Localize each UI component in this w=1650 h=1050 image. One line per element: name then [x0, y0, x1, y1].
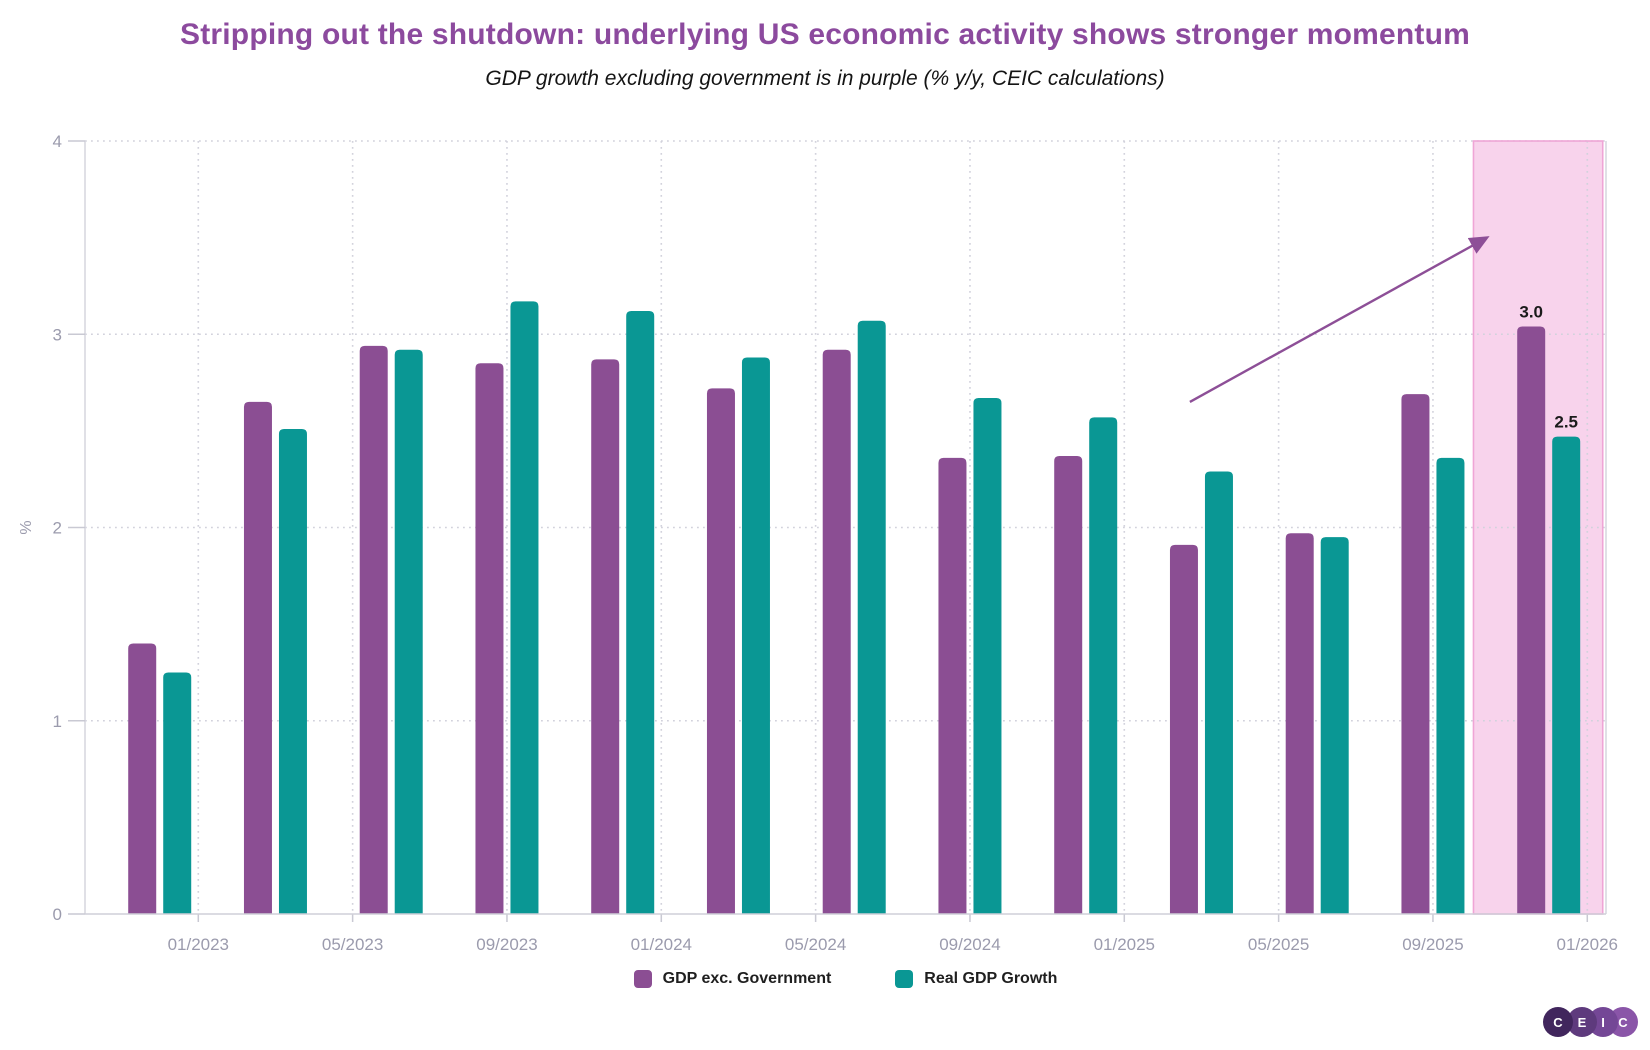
bar-real-gdp-growth-2023-q2[interactable] — [394, 349, 423, 915]
bar-gdp-exc-government-2023-q1[interactable] — [243, 401, 272, 914]
bar-real-gdp-growth-2025-q1[interactable] — [1204, 471, 1233, 914]
x-tick-label: 01/2023 — [168, 935, 229, 954]
legend-swatch-real-gdp-growth — [895, 970, 914, 988]
x-tick-label: 05/2025 — [1248, 935, 1309, 954]
page-subtitle: GDP growth excluding government is in pu… — [485, 67, 1165, 90]
x-tick-label: 05/2023 — [322, 935, 383, 954]
legend: GDP exc. Government Real GDP Growth — [85, 970, 1606, 988]
bar-gdp-exc-government-2023-q4[interactable] — [591, 359, 620, 914]
bar-real-gdp-growth-2024-q1[interactable] — [741, 357, 770, 914]
bar-gdp-exc-government-2023-q3[interactable] — [475, 363, 504, 914]
bar-gdp-exc-government-2024-q2[interactable] — [822, 349, 851, 915]
y-axis-title: % — [18, 520, 35, 534]
bar-real-gdp-growth-2024-q2[interactable] — [857, 320, 886, 914]
bar-gdp-exc-government-2025-q3[interactable] — [1401, 394, 1430, 915]
bar-gdp-exc-government-2023-q2[interactable] — [359, 345, 388, 915]
bar-real-gdp-growth-2024-q3[interactable] — [973, 398, 1002, 915]
bar-gdp-exc-government-2025-q1[interactable] — [1169, 544, 1198, 914]
x-tick-label: 01/2026 — [1557, 935, 1618, 954]
bar-real-gdp-growth-2022-q4[interactable] — [163, 672, 192, 914]
bar-real-gdp-growth-2025-q4[interactable] — [1552, 436, 1581, 914]
x-tick-label: 05/2024 — [785, 935, 846, 954]
page-title: Stripping out the shutdown: underlying U… — [179, 18, 1471, 51]
ceic-logo-circle: C — [1543, 1007, 1573, 1037]
bar-value-label: 3.0 — [1519, 303, 1543, 322]
legend-label: Real GDP Growth — [924, 970, 1058, 987]
x-tick-label: 09/2023 — [476, 935, 537, 954]
legend-label: GDP exc. Government — [662, 970, 832, 987]
x-tick-label: 01/2024 — [631, 935, 692, 954]
y-tick-label: 4 — [53, 132, 62, 151]
bar-real-gdp-growth-2023-q3[interactable] — [510, 301, 539, 915]
y-tick-label: 3 — [53, 325, 62, 344]
bar-real-gdp-growth-2023-q4[interactable] — [626, 311, 655, 914]
bar-gdp-exc-government-2024-q4[interactable] — [1054, 455, 1083, 914]
x-tick-label: 01/2025 — [1094, 935, 1155, 954]
bar-gdp-exc-government-2025-q4[interactable] — [1517, 326, 1546, 914]
y-tick-label: 2 — [53, 519, 62, 538]
bar-gdp-exc-government-2024-q3[interactable] — [938, 457, 967, 914]
y-tick-label: 0 — [53, 905, 62, 924]
legend-item-real-gdp-growth[interactable]: Real GDP Growth — [895, 970, 1057, 988]
bar-real-gdp-growth-2025-q3[interactable] — [1436, 457, 1465, 914]
bar-gdp-exc-government-2025-q2[interactable] — [1285, 533, 1314, 914]
bar-real-gdp-growth-2024-q4[interactable] — [1089, 417, 1118, 914]
y-tick-label: 1 — [53, 712, 62, 731]
bar-gdp-exc-government-2022-q4[interactable] — [128, 643, 157, 914]
annotation-arrow — [1189, 236, 1490, 403]
x-tick-label: 09/2024 — [939, 935, 1000, 954]
bar-real-gdp-growth-2023-q1[interactable] — [278, 428, 307, 914]
legend-swatch-gdp-exc-government — [633, 970, 652, 988]
bar-gdp-exc-government-2024-q1[interactable] — [706, 388, 735, 914]
legend-item-gdp-exc-government[interactable]: GDP exc. Government — [633, 970, 832, 988]
x-tick-label: 09/2025 — [1402, 935, 1463, 954]
bar-real-gdp-growth-2025-q2[interactable] — [1320, 537, 1349, 914]
bar-value-label: 2.5 — [1554, 413, 1578, 432]
